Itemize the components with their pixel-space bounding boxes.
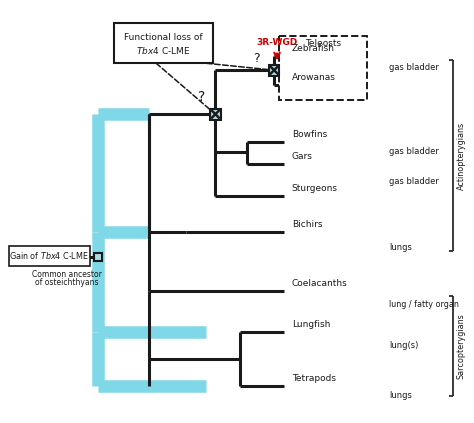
Text: lung / fatty organ: lung / fatty organ [390,300,459,309]
Text: Bichirs: Bichirs [292,220,322,228]
Text: Gars: Gars [292,152,312,161]
Text: Lungfish: Lungfish [292,320,330,330]
Text: Common ancestor: Common ancestor [32,270,102,279]
FancyBboxPatch shape [9,246,90,266]
Text: gas bladder: gas bladder [390,63,439,72]
Text: of osteichthyans: of osteichthyans [35,278,99,288]
FancyBboxPatch shape [94,253,102,261]
Text: Zebrafish: Zebrafish [292,44,335,52]
FancyBboxPatch shape [269,65,280,76]
Text: ?: ? [198,90,205,104]
Text: Functional loss of: Functional loss of [124,33,203,42]
Text: lungs: lungs [390,391,412,400]
Text: Actinopterygians: Actinopterygians [457,122,466,190]
Text: Gain of $\mathit{Tbx4}$ C-LME: Gain of $\mathit{Tbx4}$ C-LME [9,250,89,261]
Text: Tetrapods: Tetrapods [292,374,336,383]
Text: Sturgeons: Sturgeons [292,184,337,193]
Text: gas bladder: gas bladder [390,177,439,186]
Text: Coelacanths: Coelacanths [292,279,347,288]
FancyBboxPatch shape [279,36,367,99]
Text: lungs: lungs [390,243,412,252]
Text: gas bladder: gas bladder [390,147,439,156]
FancyBboxPatch shape [114,23,213,63]
Text: Sarcopterygians: Sarcopterygians [457,313,466,379]
Text: Arowanas: Arowanas [292,73,336,82]
Text: 3R-WGD: 3R-WGD [256,38,298,47]
FancyBboxPatch shape [210,109,221,120]
Text: ?: ? [253,52,260,65]
Text: $\mathit{Tbx4}$ C-LME: $\mathit{Tbx4}$ C-LME [137,45,191,56]
Text: lung(s): lung(s) [390,341,419,351]
Text: Bowfins: Bowfins [292,129,327,139]
Text: Teleosts: Teleosts [305,39,341,48]
